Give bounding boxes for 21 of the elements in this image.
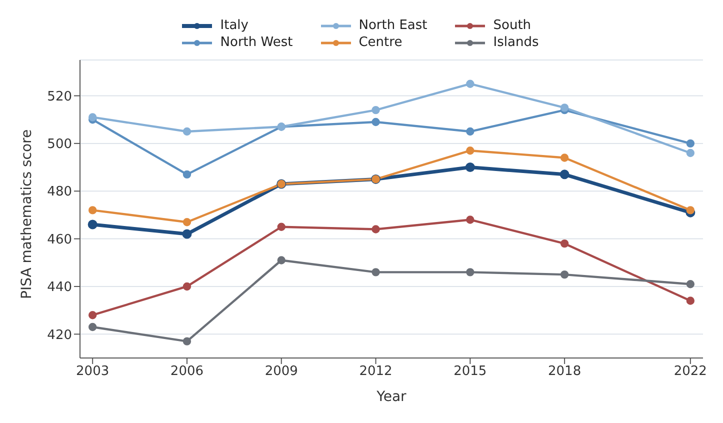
legend-label: North East [358, 18, 428, 33]
x-tick-label: 2009 [264, 364, 298, 380]
legend-label: Italy [220, 18, 248, 33]
x-tick-label: 2006 [170, 364, 204, 380]
x-tick-label: 2018 [548, 364, 582, 380]
x-tick-label: 2022 [674, 364, 707, 380]
legend-label: North West [220, 35, 293, 50]
x-tick-label: 2015 [454, 364, 487, 380]
legend-label: Centre [358, 35, 402, 50]
y-axis-title: PISA mathematics score [18, 129, 35, 299]
x-axis-title: Year [376, 389, 407, 405]
legend-label: Islands [493, 35, 539, 50]
y-tick-label: 520 [47, 89, 72, 104]
y-tick-label: 460 [47, 232, 72, 248]
y-tick-label: 500 [47, 137, 72, 152]
legend-label: South [493, 18, 532, 33]
x-tick-label: 2003 [76, 364, 110, 380]
y-tick-label: 420 [47, 328, 72, 343]
y-tick-label: 480 [47, 184, 72, 200]
x-tick-label: 2012 [359, 364, 392, 380]
y-tick-label: 440 [47, 280, 72, 296]
